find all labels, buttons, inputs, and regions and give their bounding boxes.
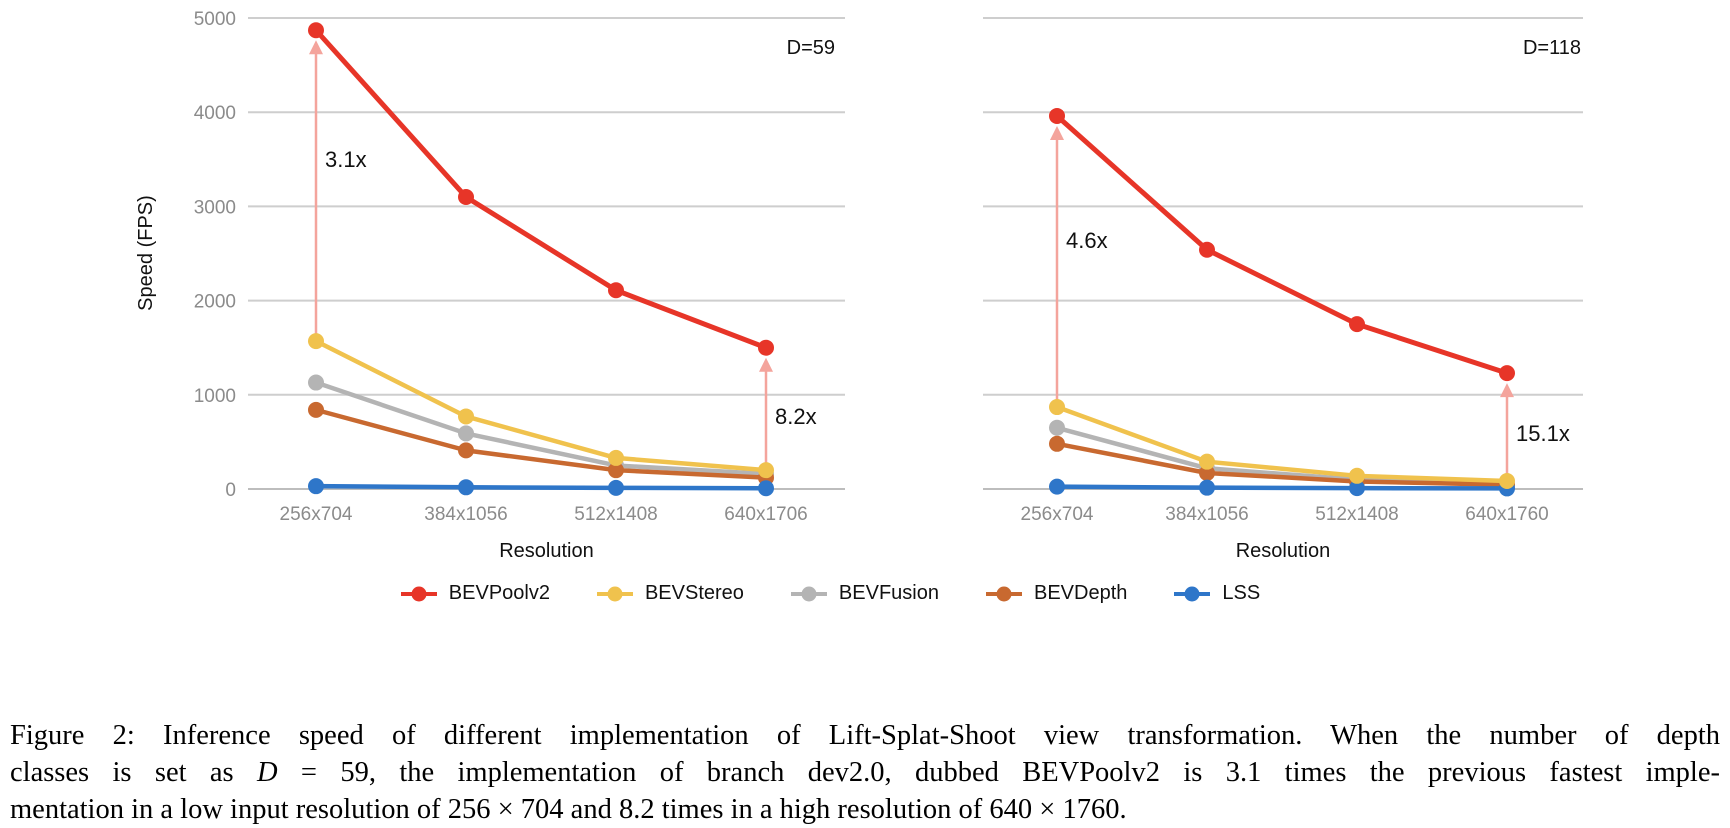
caption-line: Figure 2: Inference speed of different i…	[10, 717, 1720, 754]
data-point	[1049, 399, 1065, 416]
annotation-arrow	[1050, 125, 1064, 408]
data-point	[308, 22, 324, 39]
caption-line: mentation in a low input resolution of 2…	[10, 791, 1720, 828]
legend-label: BEVDepth	[1033, 582, 1128, 604]
series-BEVPoolv2	[1049, 107, 1515, 382]
x-tick-label: 384x1056	[424, 504, 507, 525]
data-point	[1049, 419, 1065, 436]
data-point	[458, 479, 474, 496]
annotation-arrow	[309, 40, 323, 342]
data-point	[308, 333, 324, 350]
line-chart-d118: 256x704 384x1056 512x1408 640x1760 Resolutio…	[983, 17, 1583, 562]
x-tick-label: 256x704	[1021, 504, 1094, 525]
line-chart-d59: 0 1000 2000 3000 4000 5000 256x704 384x1056 512x…	[135, 9, 845, 562]
caption-text: classes is set as	[10, 756, 257, 788]
speedup-label: 15.1x	[1516, 421, 1570, 446]
data-point	[1199, 241, 1215, 258]
x-axis-title: Resolution	[1236, 540, 1331, 562]
depth-classes-label: D=59	[787, 37, 835, 59]
data-point	[608, 462, 624, 479]
data-point	[458, 425, 474, 442]
y-tick-label: 5000	[194, 9, 236, 30]
y-tick-label: 0	[225, 480, 236, 501]
y-axis-title: Speed (FPS)	[135, 195, 157, 311]
caption-text: = 59, the implementation of branch dev2.…	[277, 756, 1720, 788]
data-point	[1199, 464, 1215, 481]
data-point	[458, 442, 474, 459]
figure-2: 0 1000 2000 3000 4000 5000 256x704 384x1056 512x…	[0, 9, 1660, 605]
legend-label: BEVPoolv2	[448, 582, 550, 604]
legend-label: LSS	[1222, 582, 1261, 604]
y-tick-label: 3000	[194, 197, 236, 218]
x-tick-label: 512x1408	[574, 504, 657, 525]
data-point	[1499, 472, 1515, 489]
x-tick-label: 640x1706	[724, 504, 807, 525]
caption-line: classes is set as D = 59, the implementa…	[10, 754, 1720, 791]
data-point	[1349, 316, 1365, 333]
legend-item-lss: LSS	[1173, 582, 1260, 605]
data-point	[608, 479, 624, 496]
y-tick-label: 1000	[194, 386, 236, 407]
caption-math-var: D	[256, 756, 278, 788]
legend-marker-icon	[400, 586, 437, 601]
data-point	[1049, 435, 1065, 452]
legend-item-bevstereo: BEVStereo	[596, 582, 744, 605]
series-BEVDepth	[308, 401, 774, 486]
legend-item-bevpoolv2: BEVPoolv2	[400, 582, 550, 605]
data-point	[758, 462, 774, 479]
legend-label: BEVFusion	[838, 582, 939, 604]
data-point	[1499, 365, 1515, 382]
figure-caption: Figure 2: Inference speed of different i…	[10, 717, 1720, 828]
chart-legend: BEVPoolv2 BEVStereo BEVFusion BEVDepth LSS	[0, 582, 1660, 605]
legend-item-bevfusion: BEVFusion	[790, 582, 939, 605]
y-tick-label: 2000	[194, 292, 236, 313]
legend-marker-icon	[596, 586, 633, 601]
data-point	[1199, 453, 1215, 470]
series-BEVStereo	[308, 333, 774, 479]
data-point	[308, 478, 324, 495]
depth-classes-label: D=118	[1523, 37, 1581, 59]
speedup-label: 4.6x	[1066, 228, 1108, 253]
legend-marker-icon	[790, 586, 827, 601]
legend-label: BEVStereo	[644, 582, 744, 604]
data-point	[758, 480, 774, 497]
x-tick-label: 512x1408	[1315, 504, 1398, 525]
legend-marker-icon	[1174, 586, 1211, 601]
data-point	[308, 401, 324, 418]
annotation-arrow	[759, 357, 773, 471]
series-BEVPoolv2	[308, 22, 774, 356]
speedup-label: 8.2x	[775, 404, 817, 429]
data-point	[608, 282, 624, 299]
x-tick-label: 256x704	[280, 504, 353, 525]
speedup-label: 3.1x	[325, 147, 367, 172]
y-tick-label: 4000	[194, 103, 236, 124]
data-point	[308, 374, 324, 391]
annotation-arrow	[1500, 383, 1514, 481]
data-point	[1049, 107, 1065, 124]
data-point	[1349, 467, 1365, 484]
series-LSS	[308, 478, 774, 497]
data-point	[1349, 480, 1365, 497]
x-tick-label: 640x1760	[1465, 504, 1548, 525]
caption-text: Figure 2: Inference speed of different i…	[10, 719, 1720, 751]
x-axis-title: Resolution	[499, 540, 594, 562]
caption-text: mentation in a low input resolution of 2…	[10, 793, 1127, 825]
series-BEVStereo	[1049, 399, 1515, 489]
data-point	[458, 408, 474, 425]
data-point	[458, 188, 474, 205]
data-point	[608, 449, 624, 466]
legend-item-bevdepth: BEVDepth	[985, 582, 1127, 605]
data-point	[758, 339, 774, 356]
legend-marker-icon	[985, 586, 1022, 601]
x-tick-label: 384x1056	[1165, 504, 1248, 525]
data-point	[1199, 479, 1215, 496]
data-point	[1049, 478, 1065, 495]
